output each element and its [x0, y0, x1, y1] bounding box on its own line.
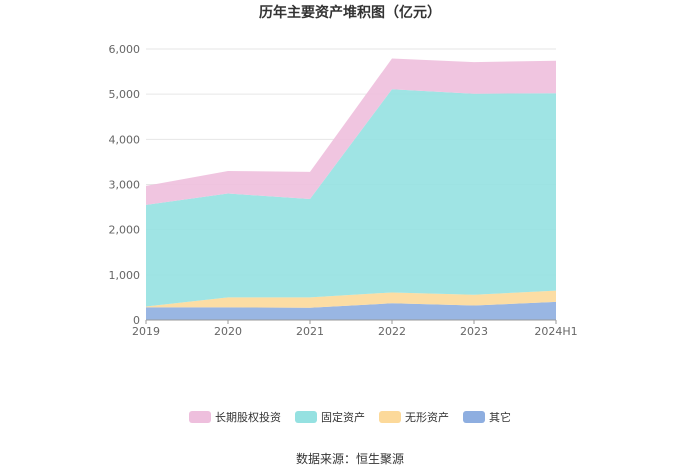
legend-label: 无形资产 — [405, 410, 449, 424]
y-tick-label: 4,000 — [109, 133, 141, 146]
x-tick-label: 2023 — [460, 325, 488, 338]
y-tick-label: 2,000 — [109, 224, 141, 237]
area-series[interactable] — [146, 58, 556, 205]
y-tick-label: 3,000 — [109, 179, 141, 192]
legend-swatch — [189, 411, 211, 423]
x-tick-label: 2024H1 — [534, 325, 577, 338]
x-tick-label: 2019 — [132, 325, 160, 338]
legend-item[interactable]: 固定资产 — [295, 410, 365, 424]
y-tick-label: 1,000 — [109, 269, 141, 282]
legend-swatch — [295, 411, 317, 423]
legend[interactable]: 长期股权投资 固定资产 无形资产 其它 — [189, 410, 511, 424]
area-series[interactable] — [146, 89, 556, 307]
legend-label: 固定资产 — [321, 410, 365, 424]
axis-layer: 0 1,000 2,000 3,000 4,000 5,000 6,000 2019 2020 2… — [109, 43, 578, 338]
legend-item[interactable]: 无形资产 — [379, 410, 449, 424]
legend-label: 其它 — [489, 410, 511, 424]
legend-label: 长期股权投资 — [215, 410, 281, 424]
x-tick-label: 2022 — [378, 325, 406, 338]
x-tick-label: 2020 — [214, 325, 242, 338]
x-tick-label: 2021 — [296, 325, 324, 338]
area-series[interactable] — [146, 290, 556, 308]
y-tick-label: 6,000 — [109, 43, 141, 56]
area-layer — [146, 58, 556, 320]
legend-item[interactable]: 其它 — [463, 410, 511, 424]
legend-swatch — [463, 411, 485, 423]
y-tick-label: 5,000 — [109, 88, 141, 101]
y-tick-label: 0 — [133, 314, 140, 327]
area-series[interactable] — [146, 301, 556, 320]
legend-swatch — [379, 411, 401, 423]
legend-item[interactable]: 长期股权投资 — [189, 410, 281, 424]
source-text: 数据来源：恒生聚源 — [296, 451, 404, 466]
chart-title: 历年主要资产堆积图（亿元） — [259, 4, 441, 21]
